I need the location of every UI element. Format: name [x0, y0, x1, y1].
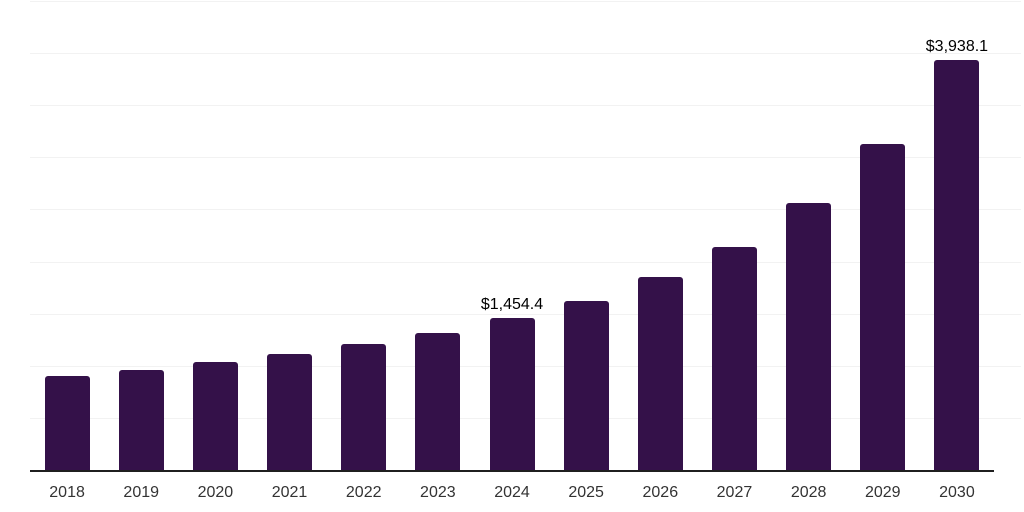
bar-2029: [860, 143, 906, 470]
gridline: [30, 261, 1021, 263]
x-tick-label-2025: 2025: [568, 484, 604, 501]
x-tick-label-2027: 2027: [716, 484, 753, 501]
x-tick-label-2030: 2030: [939, 484, 975, 501]
gridline: [30, 313, 1021, 315]
x-tick-label-2028: 2028: [790, 484, 827, 501]
x-tick-label-2021: 2021: [271, 484, 308, 501]
bar-2024: [489, 318, 535, 470]
x-tick-label-2018: 2018: [49, 484, 85, 501]
x-tick-label-2019: 2019: [123, 484, 160, 501]
bar-2030: [934, 59, 980, 470]
gridline: [30, 209, 1021, 211]
x-tick-label-2020: 2020: [197, 484, 234, 501]
gridline: [30, 157, 1021, 159]
bar-value-label-2030: $3,938.1: [925, 37, 989, 55]
bar-2028: [786, 203, 832, 470]
x-tick-label-2022: 2022: [345, 484, 382, 501]
x-tick-label-2023: 2023: [420, 484, 456, 501]
bar-2023: [415, 332, 461, 470]
bar-2026: [637, 277, 683, 470]
x-tick-label-2029: 2029: [864, 484, 901, 501]
bar-value-label-2024: $1,454.4: [480, 296, 544, 314]
x-axis-line: [30, 470, 994, 472]
bar-2019: [118, 370, 164, 470]
bar-2025: [563, 301, 609, 470]
bar-2027: [711, 246, 757, 470]
bar-2021: [267, 353, 313, 470]
gridline: [30, 53, 1021, 55]
gridline: [30, 1, 1021, 2]
x-tick-label-2024: 2024: [494, 484, 530, 501]
bar-2022: [341, 343, 387, 470]
gridline: [30, 105, 1021, 107]
bar-2020: [192, 362, 238, 470]
bar-2018: [44, 376, 90, 470]
x-tick-label-2026: 2026: [642, 484, 679, 501]
